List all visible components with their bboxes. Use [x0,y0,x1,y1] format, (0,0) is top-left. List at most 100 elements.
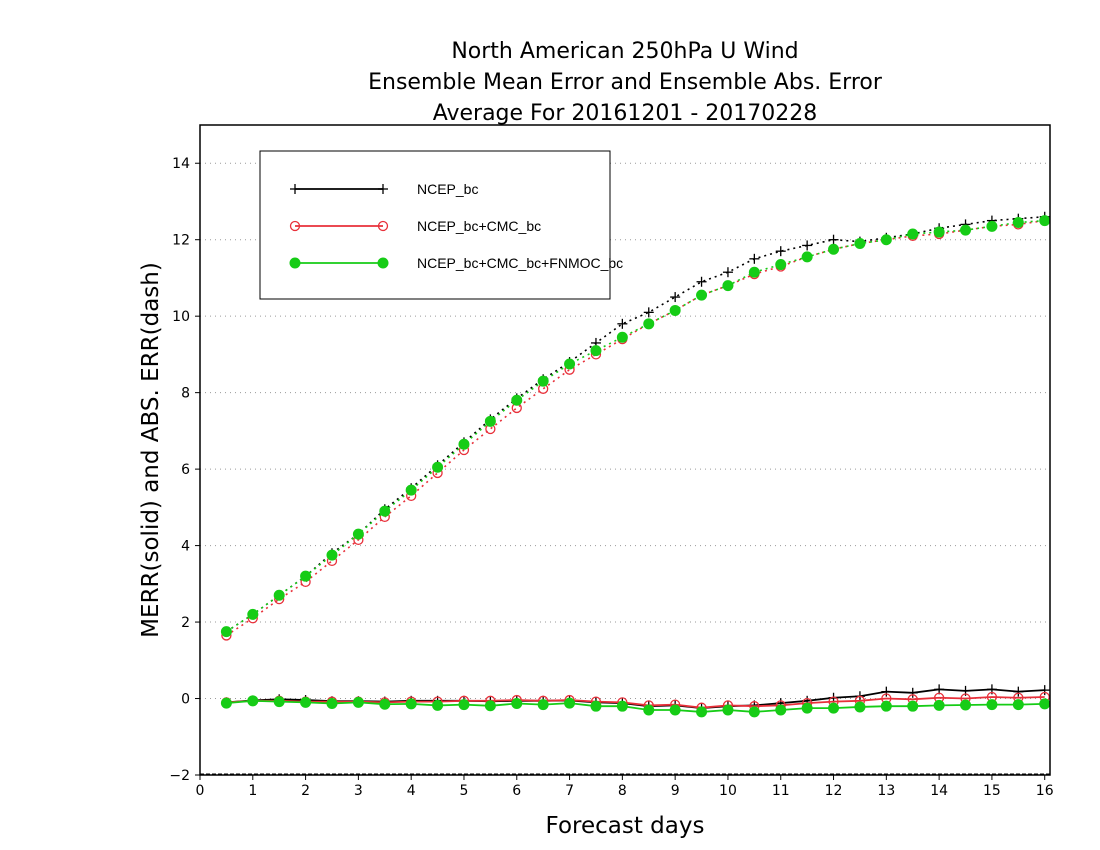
x-tick-label: 11 [772,783,790,799]
legend-item: NCEP_bc+CMC_bc [289,218,541,234]
legend-marker [377,220,389,232]
y-tick-label: 2 [181,615,190,631]
title-line-3: Average For 20161201 - 20170228 [432,101,818,126]
legend-marker [377,257,389,269]
mean-error-point [564,697,576,709]
abs-error-point [748,266,760,278]
abs-error-point [484,415,496,427]
abs-error-point [907,228,919,240]
abs-error-point [696,276,707,287]
abs-error-point [432,461,444,473]
mean-error-point [1013,686,1024,697]
abs-error-point [379,505,391,517]
abs-error-point [458,438,470,450]
x-tick-label: 0 [196,783,205,799]
x-tick-label: 5 [460,783,469,799]
mean-error-point [669,704,681,716]
mean-error-point [643,704,655,716]
mean-error-point [1012,699,1024,711]
y-tick-label: 14 [172,156,190,172]
y-tick-label: 0 [181,692,190,708]
abs-error-point [801,251,813,263]
abs-error-point [220,626,232,638]
legend-marker [290,184,300,194]
abs-error-point [670,292,681,303]
mean-error-point [590,700,602,712]
legend-label: NCEP_bc [417,181,478,197]
mean-error-point [273,696,285,708]
series-2 [220,215,1051,718]
abs-error-point [564,358,576,370]
abs-error-point [511,394,523,406]
abs-error-point [247,608,259,620]
abs-error-point [986,220,998,232]
mean-error-line [226,699,1045,713]
abs-error-point [643,307,654,318]
abs-error-line [225,215,1045,633]
mean-error-point [1039,698,1051,710]
abs-error-point [880,234,892,246]
mean-error-point [933,699,945,711]
plot-frame [199,124,1051,776]
abs-error-point [590,345,602,357]
mean-error-point [511,698,523,709]
x-tick-label: 10 [719,783,737,799]
mean-error-point [854,701,866,713]
legend: NCEP_bc NCEP_bc+CMC_bc NCEP_bc+CMC_bc+FNMO… [259,150,623,300]
mean-error-point [775,704,787,716]
x-tick-label: 14 [930,783,948,799]
x-tick-label: 16 [1036,783,1054,799]
abs-error-point [960,224,972,236]
y-tick-label: 12 [172,233,190,249]
abs-error-point [352,528,364,540]
mean-error-point [220,697,232,709]
abs-error-point [273,589,285,601]
abs-error-point [326,549,338,561]
legend-marker [289,220,301,232]
mean-error-point [616,700,628,712]
series-layer [220,211,1051,718]
mean-error-point [405,698,417,710]
legend-box [259,150,611,300]
x-tick-label: 8 [618,783,627,799]
mean-error-point [247,695,259,707]
mean-error-point [458,699,470,711]
x-tick-label: 6 [512,783,521,799]
x-tick-label: 3 [354,783,363,799]
mean-error-point [880,700,892,712]
mean-error-point [986,699,998,711]
x-axis-label: Forecast days [546,813,705,839]
x-tick-label: 13 [877,783,895,799]
abs-error-point [537,375,549,387]
mean-error-point [828,702,840,714]
title-line-2: Ensemble Mean Error and Ensemble Abs. Er… [368,70,882,95]
abs-error-point [1039,215,1051,227]
legend-item: NCEP_bc+CMC_bc+FNMOC_bc [289,255,623,271]
abs-error-point [933,226,945,238]
mean-error-point [722,704,734,716]
x-tick-label: 9 [671,783,680,799]
mean-error-point [432,699,444,711]
legend-item: NCEP_bc [290,181,478,197]
legend-marker [289,257,301,269]
abs-error-point [828,234,839,245]
abs-error-point [775,259,787,271]
mean-error-point [1039,685,1050,696]
abs-error-point [828,243,840,255]
legend-label: NCEP_bc+CMC_bc [417,218,541,234]
x-tick-label: 4 [407,783,416,799]
y-tick-label: 6 [181,462,190,478]
y-axis-label: MERR(solid) and ABS. ERR(dash) [138,262,164,638]
abs-error-point [1012,217,1024,228]
abs-error-point [749,253,760,264]
abs-error-point [669,304,681,316]
abs-error-point [617,318,628,329]
mean-error-point [300,696,312,708]
mean-error-point [352,696,364,708]
chart-title: North American 250hPa U Wind Ensemble Me… [200,36,1050,129]
mean-error-point [801,702,813,714]
abs-error-point [300,570,312,582]
mean-error-point [326,698,338,709]
